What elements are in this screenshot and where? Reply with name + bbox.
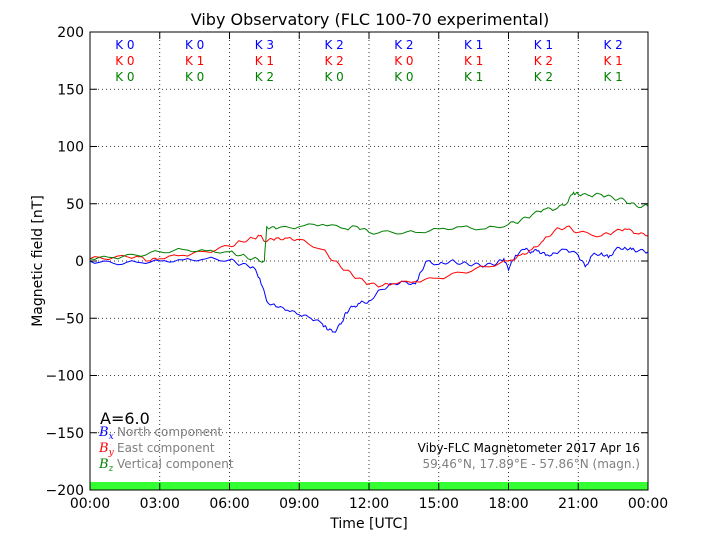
y-tick-label: 50 xyxy=(66,197,84,213)
k-index-label: K 0 xyxy=(115,38,134,52)
x-tick-label: 03:00 xyxy=(140,496,180,512)
y-tick-label: −100 xyxy=(46,369,84,385)
k-index-label: K 1 xyxy=(255,54,274,68)
y-tick-label: 0 xyxy=(75,254,84,270)
x-tick-label: 15:00 xyxy=(419,496,459,512)
series-line-x xyxy=(89,246,649,333)
legend-subscript: x xyxy=(109,432,114,442)
x-tick-label: 12:00 xyxy=(349,496,389,512)
legend-label: North component xyxy=(117,425,223,439)
k-index-table: K 0 K 0 K 3 K 2 K 2 K 1 K 1 K 2 K 0 K 1 K 1 K 2 K 0 K… xyxy=(115,38,623,84)
x-tick-label: 18:00 xyxy=(488,496,528,512)
k-index-label: K 0 xyxy=(115,54,134,68)
k-index-label: K 1 xyxy=(534,38,553,52)
k-index-label: K 1 xyxy=(603,54,622,68)
k-index-label: K 0 xyxy=(185,70,204,84)
k-index-label: K 0 xyxy=(324,70,343,84)
k-index-label: K 1 xyxy=(185,54,204,68)
x-tick-label: 09:00 xyxy=(279,496,319,512)
location-info: 59.46°N, 17.89°E - 57.86°N (magn.) xyxy=(423,457,640,471)
k-index-label: K 2 xyxy=(324,38,343,52)
x-tick-label: 00:00 xyxy=(70,496,110,512)
k-index-label: K 1 xyxy=(464,70,483,84)
k-index-label: K 1 xyxy=(603,70,622,84)
legend-label: Vertical component xyxy=(117,457,234,471)
k-index-label: K 2 xyxy=(394,38,413,52)
y-axis-tick-labels: 200 150 100 50 0 −50 −100 −150 −200 xyxy=(46,25,84,499)
chart-title: Viby Observatory (FLC 100-70 experimenta… xyxy=(191,10,550,29)
y-tick-label: −200 xyxy=(46,483,84,499)
y-tick-label: 100 xyxy=(57,140,84,156)
x-axis-tick-labels: 00:00 03:00 06:00 09:00 12:00 15:00 18:00 21:00… xyxy=(70,496,668,512)
k-index-label: K 0 xyxy=(394,54,413,68)
y-axis-title: Magnetic field [nT] xyxy=(30,195,46,327)
x-axis-title: Time [UTC] xyxy=(329,516,407,532)
series-group xyxy=(89,191,649,333)
k-index-label: K 0 xyxy=(394,70,413,84)
k-index-label: K 1 xyxy=(464,38,483,52)
x-tick-label: 06:00 xyxy=(209,496,249,512)
x-tick-label: 00:00 xyxy=(628,496,668,512)
k-index-label: K 2 xyxy=(534,54,553,68)
k-index-label: K 2 xyxy=(534,70,553,84)
y-tick-label: 150 xyxy=(57,82,84,98)
a-index-label: A=6.0 xyxy=(100,409,150,428)
grid xyxy=(90,32,648,490)
k-index-label: K 2 xyxy=(324,54,343,68)
series-line-z xyxy=(89,191,649,263)
legend-subscript: z xyxy=(108,464,114,474)
series-line-y xyxy=(89,225,649,288)
y-tick-label: −50 xyxy=(54,311,84,327)
legend-label: East component xyxy=(117,441,215,455)
k-index-label: K 0 xyxy=(185,38,204,52)
y-tick-label: −150 xyxy=(46,426,84,442)
x-tick-label: 21:00 xyxy=(558,496,598,512)
y-tick-label: 200 xyxy=(57,25,84,41)
k-index-label: K 2 xyxy=(603,38,622,52)
legend-subscript: y xyxy=(108,448,115,458)
instrument-info: Viby-FLC Magnetometer 2017 Apr 16 xyxy=(418,441,640,455)
k-index-label: K 3 xyxy=(255,38,274,52)
k-index-label: K 2 xyxy=(255,70,274,84)
k-index-label: K 0 xyxy=(115,70,134,84)
axis-ticks xyxy=(89,31,649,491)
k-index-label: K 1 xyxy=(464,54,483,68)
